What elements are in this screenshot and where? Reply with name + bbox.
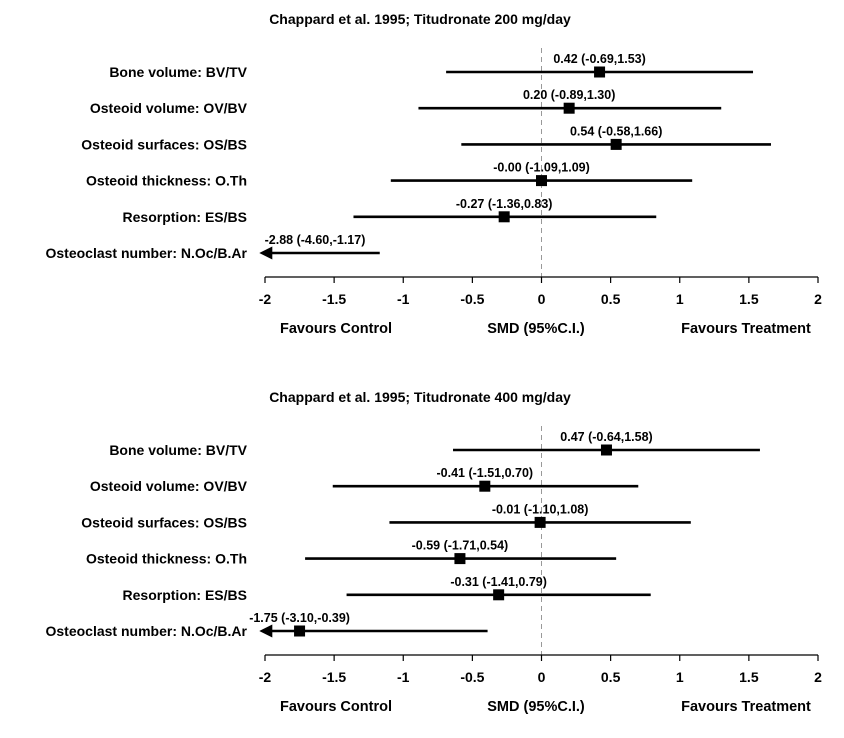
row-label: Osteoid thickness: O.Th <box>86 551 247 567</box>
effect-marker <box>563 102 575 114</box>
data-label: 0.54 (-0.58,1.66) <box>570 124 662 138</box>
x-tick-label: 1 <box>676 291 684 307</box>
row-label: Bone volume: BV/TV <box>109 64 247 80</box>
effect-marker <box>479 480 491 492</box>
chart-title: Chappard et al. 1995; Titudronate 200 mg… <box>269 11 571 27</box>
effect-marker <box>498 211 510 223</box>
x-tick-label: -2 <box>259 291 272 307</box>
data-label: -0.27 (-1.36,0.83) <box>456 197 553 211</box>
x-tick-label: -1.5 <box>322 291 346 307</box>
x-tick-label: 1.5 <box>739 669 759 685</box>
data-label: -0.41 (-1.51,0.70) <box>437 466 534 480</box>
x-axis-label: SMD (95%C.I.) <box>487 321 585 337</box>
x-tick-label: 0 <box>538 291 546 307</box>
row-label: Resorption: ES/BS <box>123 209 247 225</box>
x-tick-label: 0.5 <box>601 291 621 307</box>
favours-treatment-label: Favours Treatment <box>681 699 811 715</box>
row-label: Resorption: ES/BS <box>123 587 247 603</box>
data-label: -1.75 (-3.10,-0.39) <box>249 611 350 625</box>
effect-marker <box>534 516 546 528</box>
effect-marker <box>610 138 622 150</box>
x-tick-label: -1 <box>397 669 410 685</box>
data-label: -2.88 (-4.60,-1.17) <box>265 233 366 247</box>
data-label: 0.20 (-0.89,1.30) <box>523 88 615 102</box>
x-axis-label: SMD (95%C.I.) <box>487 699 585 715</box>
x-tick-label: 0.5 <box>601 669 621 685</box>
x-tick-label: -0.5 <box>460 291 484 307</box>
favours-treatment-label: Favours Treatment <box>681 321 811 337</box>
data-label: -0.01 (-1.10,1.08) <box>492 502 589 516</box>
favours-control-label: Favours Control <box>280 699 392 715</box>
x-tick-label: 0 <box>538 669 546 685</box>
row-label: Osteoclast number: N.Oc/B.Ar <box>46 245 248 261</box>
effect-marker <box>536 175 547 187</box>
x-tick-label: 2 <box>814 291 822 307</box>
x-tick-label: 1 <box>676 669 684 685</box>
data-label: 0.42 (-0.69,1.53) <box>553 52 645 66</box>
chart-title: Chappard et al. 1995; Titudronate 400 mg… <box>269 389 571 405</box>
effect-marker <box>493 589 505 601</box>
effect-marker <box>594 66 606 78</box>
data-label: 0.47 (-0.64,1.58) <box>560 430 652 444</box>
effect-marker <box>600 444 612 456</box>
x-tick-label: -1.5 <box>322 669 346 685</box>
x-tick-label: 1.5 <box>739 291 759 307</box>
effect-marker <box>454 553 466 565</box>
row-label: Bone volume: BV/TV <box>109 442 247 458</box>
row-label: Osteoclast number: N.Oc/B.Ar <box>46 623 248 639</box>
row-label: Osteoid surfaces: OS/BS <box>81 136 247 152</box>
favours-control-label: Favours Control <box>280 321 392 337</box>
row-label: Osteoid volume: OV/BV <box>90 478 248 494</box>
row-label: Osteoid surfaces: OS/BS <box>81 514 247 530</box>
effect-marker <box>294 625 306 637</box>
x-tick-label: -0.5 <box>460 669 484 685</box>
row-label: Osteoid volume: OV/BV <box>90 100 248 116</box>
data-label: -0.59 (-1.71,0.54) <box>412 539 509 553</box>
x-tick-label: 2 <box>814 669 822 685</box>
x-tick-label: -1 <box>397 291 410 307</box>
row-label: Osteoid thickness: O.Th <box>86 173 247 189</box>
data-label: -0.00 (-1.09,1.09) <box>493 161 590 175</box>
x-tick-label: -2 <box>259 669 272 685</box>
data-label: -0.31 (-1.41,0.79) <box>450 575 547 589</box>
